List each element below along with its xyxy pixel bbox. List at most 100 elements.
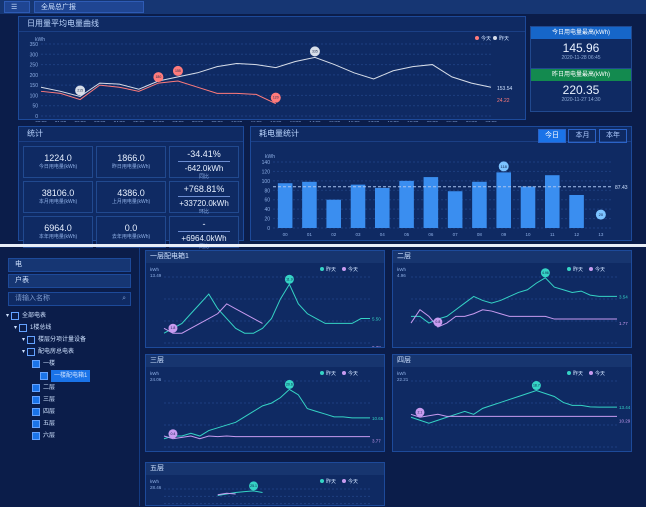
tree-node[interactable]: ▾ 配电房总电表 [6, 346, 133, 358]
tree-node[interactable]: 六层 [6, 430, 133, 442]
expand-icon[interactable]: ▾ [6, 313, 10, 319]
x-tick-label: 08 [480, 450, 485, 451]
summary-divider [178, 161, 230, 162]
x-tick-label: 06:00 [153, 120, 165, 122]
x-tick-label: 23:00 [485, 120, 497, 122]
x-tick-label: 07 [224, 346, 229, 347]
tree-node[interactable]: 三层 [6, 394, 133, 406]
tree-checkbox[interactable] [32, 420, 40, 428]
tree-node[interactable]: ▾ 1楼总线 [6, 322, 133, 334]
peak-label: 18.7 [533, 384, 540, 388]
tree-checkbox[interactable] [27, 348, 36, 356]
x-tick-label: 17:00 [368, 120, 380, 122]
meter-type-select[interactable]: 户表 [8, 274, 131, 288]
x-tick-label: 07 [453, 232, 459, 237]
tree-checkbox[interactable] [40, 372, 48, 380]
tree-checkbox[interactable] [32, 384, 40, 392]
mini-chart-title: 五层 [146, 463, 384, 475]
tree-checkbox[interactable] [32, 396, 40, 404]
x-tick-label: 17 [561, 450, 566, 451]
x-tick-label: 15 [543, 450, 548, 451]
tree-node[interactable]: 五层 [6, 418, 133, 430]
tree-node[interactable]: 一楼配电箱1 [6, 370, 133, 382]
tree-node-label: 一楼配电箱1 [51, 370, 91, 382]
search-icon[interactable]: ⌕ [122, 295, 126, 302]
expand-icon[interactable]: ▾ [22, 349, 26, 355]
x-tick-label: 07 [471, 450, 476, 451]
end-label-yesterday: 24.22 [497, 98, 510, 104]
x-tick-label: 03 [189, 346, 194, 347]
end-label-a: 10.65 [372, 416, 384, 421]
expand-icon[interactable]: ▾ [14, 325, 18, 331]
tree-node[interactable]: 一楼 [6, 358, 133, 370]
x-tick-label: 08 [480, 346, 485, 347]
tree-node[interactable]: ▾ 全部电表 [6, 310, 133, 322]
x-tick-label: 05 [207, 450, 212, 451]
x-tick-label: 06 [428, 232, 434, 237]
low-label: 0.4 [171, 432, 176, 436]
end-label-a: 5.50 [372, 317, 381, 322]
yesterday-max-card: 昨日用电量最高(kWh) 220.35 2020-11-27 14:30 [530, 68, 632, 112]
legend-yesterday: 昨天 [499, 35, 509, 42]
y-axis-label: kWh [150, 479, 159, 484]
x-tick-label: 04:00 [114, 120, 126, 122]
legend-b-swatch [589, 267, 593, 271]
y-tick-label: 80 [264, 188, 270, 194]
bar [423, 177, 439, 228]
x-tick-label: 11 [507, 346, 512, 347]
tree-node[interactable]: 四层 [6, 406, 133, 418]
x-tick-label: 09 [501, 232, 507, 237]
x-tick-label: 04 [380, 232, 386, 237]
x-tick-label: 23 [368, 450, 373, 451]
menu-button[interactable]: ☰ [4, 1, 30, 13]
tree-checkbox[interactable] [32, 408, 40, 416]
y-max-label: 13.49 [150, 273, 162, 278]
tab-year[interactable]: 本年 [599, 129, 627, 143]
mini-chart-title: 二层 [393, 251, 631, 263]
device-tree: ▾ 全部电表 ▾ 1楼总线 ▾ 楼层分项计量设备 ▾ 配电房总电表 一楼 一楼配电箱1 二层… [6, 310, 133, 442]
tree-node-label: 三层 [43, 397, 56, 403]
tree-checkbox[interactable] [27, 336, 36, 344]
x-tick-label: 06 [216, 450, 221, 451]
x-tick-label: 16 [305, 450, 310, 451]
bar-title: 耗电量统计 [251, 127, 631, 142]
tab-month[interactable]: 本月 [568, 129, 597, 143]
tree-node[interactable]: ▾ 楼层分项计量设备 [6, 334, 133, 346]
y-axis-label: kWh [397, 267, 406, 272]
tree-node-label: 四层 [43, 409, 56, 415]
energy-type-select[interactable]: 电 [8, 258, 131, 272]
tree-checkbox[interactable] [19, 324, 28, 332]
x-tick-label: 10:00 [231, 120, 243, 122]
x-tick-label: 14 [287, 346, 292, 347]
tab-overview[interactable]: 全局总广报 [34, 1, 144, 13]
y-tick-label: 250 [30, 63, 39, 69]
bar-chart: 140 120 100 80 60 40 20 0 kWh 00 01 02 03 04 05 06 07 08 0… [262, 154, 628, 237]
legend-today-swatch [475, 36, 479, 40]
x-tick-label: 09 [489, 346, 494, 347]
low-pin [168, 429, 178, 439]
x-tick-label: 04 [198, 346, 203, 347]
summary-label: 同比 [198, 174, 209, 180]
tree-checkbox[interactable] [32, 360, 40, 368]
x-tick-label: 09 [489, 450, 494, 451]
summary-cell: 38106.0 本月用电量(kWh) [23, 181, 93, 213]
x-tick-label: 17 [561, 346, 566, 347]
legend-a: 昨天 [326, 370, 336, 377]
tree-checkbox[interactable] [11, 312, 20, 320]
bar [302, 181, 317, 228]
mini-chart-title: 四层 [393, 355, 631, 367]
x-tick-label: 00 [162, 450, 167, 451]
tree-checkbox[interactable] [32, 432, 40, 440]
summary-divider [178, 196, 230, 197]
x-tick-label: 18:00 [388, 120, 400, 122]
x-tick-label: 11:00 [251, 120, 262, 122]
legend-a: 昨天 [326, 478, 336, 485]
search-input[interactable]: 请输入名称 ⌕ [8, 292, 131, 306]
legend-a: 昨天 [573, 266, 583, 273]
tree-node[interactable]: 二层 [6, 382, 133, 394]
legend-a: 昨天 [326, 266, 336, 273]
bar [569, 195, 584, 228]
expand-icon[interactable]: ▾ [22, 337, 26, 343]
tab-today[interactable]: 今日 [537, 129, 566, 143]
